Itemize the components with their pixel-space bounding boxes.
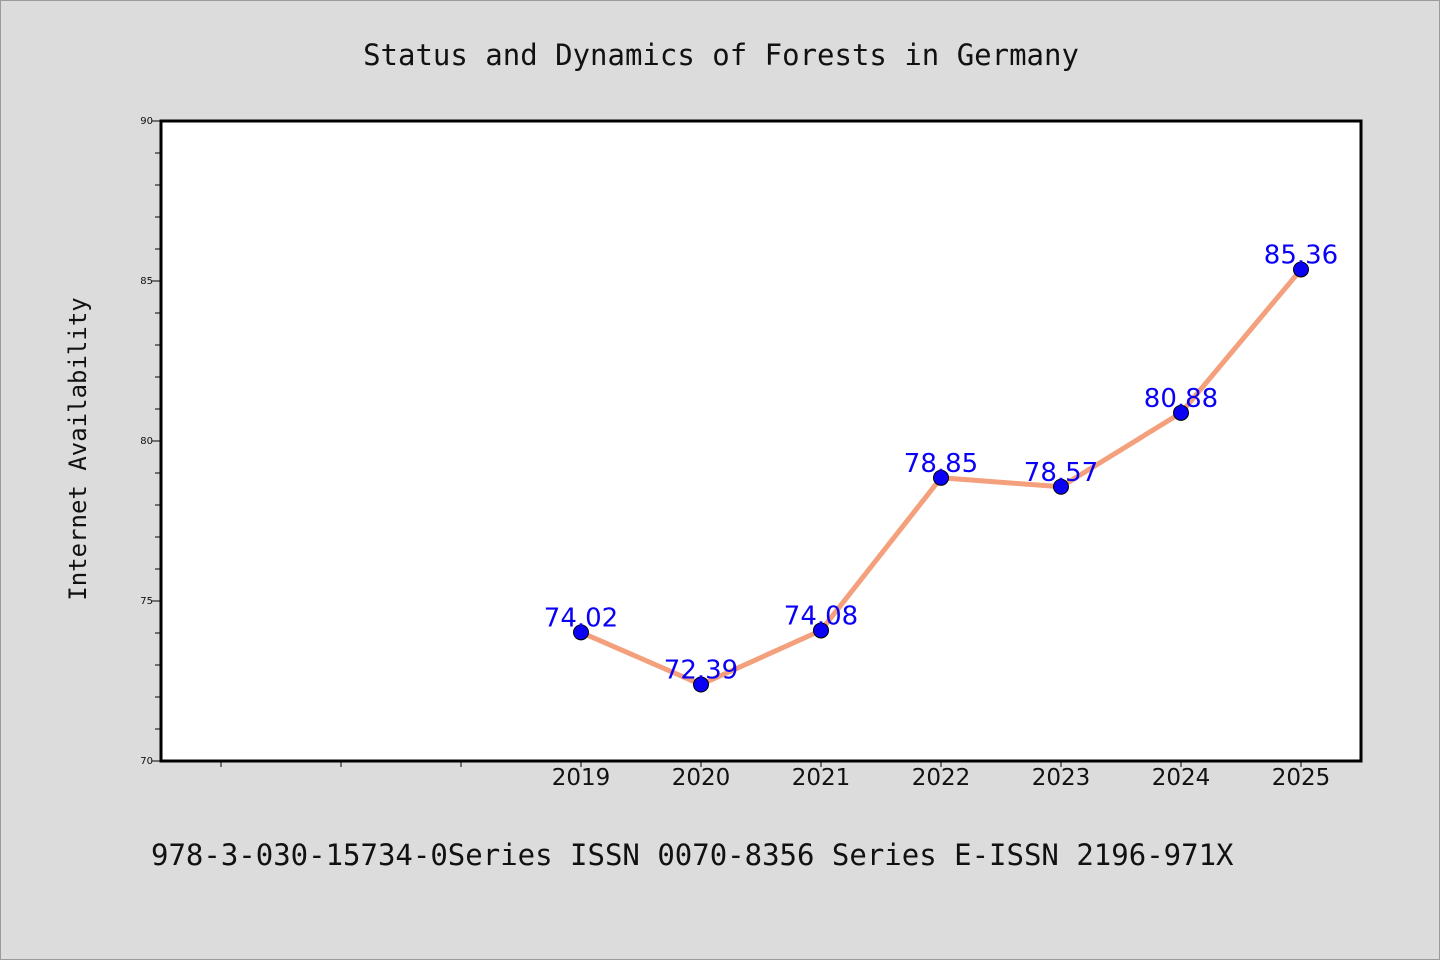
data-point-layer: [573, 261, 1309, 693]
x-tick-label: 2020: [672, 765, 731, 791]
data-point: [693, 676, 709, 693]
x-tick-label: 2023: [1032, 765, 1091, 791]
y-axis-ticks: 70 75 80 85 90: [140, 116, 161, 767]
data-label: 85.36: [1264, 240, 1338, 270]
data-label-layer: 74.02 72.39 74.08 78.85 78.57 80.88 85.36: [544, 240, 1338, 685]
data-label: 78.57: [1024, 458, 1098, 488]
data-label: 72.39: [664, 656, 738, 686]
x-tick-label: 2024: [1152, 765, 1211, 791]
data-label: 78.85: [904, 449, 978, 479]
data-point: [1293, 261, 1309, 278]
x-axis-ticks: 2019 2020 2021 2022 2023 2024 2025: [220, 761, 1331, 791]
x-tick-label: 2021: [792, 765, 851, 791]
data-point: [933, 469, 949, 486]
x-tick-label: 2022: [912, 765, 971, 791]
data-label: 80.88: [1144, 384, 1218, 414]
y-tick-label: 85: [140, 276, 153, 287]
y-tick-label: 90: [140, 116, 153, 127]
data-point: [1173, 404, 1189, 421]
y-axis-label: Internet Availability: [64, 297, 92, 600]
data-point: [1053, 478, 1069, 495]
chart-title: Status and Dynamics of Forests in German…: [363, 38, 1079, 72]
data-label: 74.08: [784, 601, 858, 631]
x-tick-label: 2025: [1272, 765, 1331, 791]
footer-isbn-issn: 978-3-030-15734-0Series ISSN 0070-8356 S…: [151, 838, 1234, 872]
y-tick-label: 80: [140, 436, 153, 447]
y-tick-label: 70: [140, 756, 153, 767]
data-point: [813, 622, 829, 639]
y-tick-label: 75: [140, 596, 153, 607]
data-label: 74.02: [544, 603, 618, 633]
x-tick-label: 2019: [552, 765, 611, 791]
data-point: [573, 624, 589, 641]
plot-area: [159, 119, 1363, 763]
